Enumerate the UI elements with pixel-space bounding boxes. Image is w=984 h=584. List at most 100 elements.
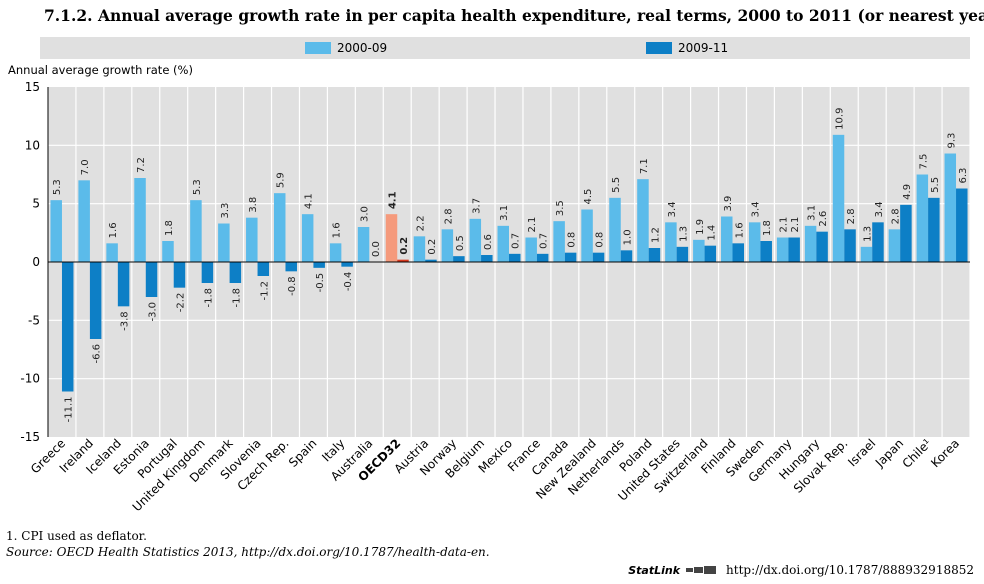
bar-series2 xyxy=(61,262,74,392)
bar-series1 xyxy=(832,134,845,262)
bar-series1 xyxy=(525,237,537,262)
data-label: 0.0 xyxy=(371,241,382,257)
source-note: Source: OECD Health Statistics 2013, htt… xyxy=(6,545,490,559)
y-tick-label: 0 xyxy=(32,255,40,269)
bar-series2 xyxy=(453,256,465,262)
bar-series2 xyxy=(145,262,158,297)
data-label: 1.3 xyxy=(678,226,689,242)
bar-series2 xyxy=(592,252,605,262)
bar-series1 xyxy=(190,200,202,262)
data-label: -1.2 xyxy=(259,281,270,301)
data-label: 0.2 xyxy=(399,237,410,255)
data-label: 1.0 xyxy=(623,229,634,245)
y-tick-label: -5 xyxy=(28,313,40,327)
data-label: -2.2 xyxy=(175,293,186,313)
legend-swatch-series1 xyxy=(305,42,331,54)
bar-series2 xyxy=(201,262,214,283)
data-label: -6.6 xyxy=(92,344,103,364)
y-tick-label: 5 xyxy=(32,197,40,211)
source-label: Source: xyxy=(6,545,53,559)
bar-series2 xyxy=(676,246,689,262)
y-tick-label: -10 xyxy=(20,372,40,386)
data-label: 0.8 xyxy=(595,232,606,248)
x-tick-label: Chile¹ xyxy=(900,436,935,471)
data-label: 3.4 xyxy=(751,201,762,217)
bar-series1 xyxy=(804,225,817,262)
bar-series2 xyxy=(313,262,325,268)
data-label: 7.5 xyxy=(918,154,929,170)
bar-series1 xyxy=(581,209,593,262)
bar-series2 xyxy=(760,241,772,262)
bar-series1 xyxy=(609,197,621,262)
data-label: -3.8 xyxy=(120,311,131,331)
data-label: 2.1 xyxy=(790,217,801,233)
bar-series1 xyxy=(301,214,314,262)
bar-series2 xyxy=(956,188,968,262)
data-label: 2.8 xyxy=(846,208,857,224)
data-label: 4.9 xyxy=(902,184,913,200)
bar-series2 xyxy=(397,259,409,262)
statlink-url[interactable]: http://dx.doi.org/10.1787/888932918852 xyxy=(726,563,974,577)
data-label: 5.3 xyxy=(192,179,203,195)
bar-series1 xyxy=(469,218,482,262)
bar-series2 xyxy=(117,262,130,307)
data-label: 5.3 xyxy=(52,179,63,195)
data-label: -0.5 xyxy=(315,273,326,293)
data-label: 1.3 xyxy=(862,226,873,242)
bar-series1 xyxy=(497,225,509,262)
bar-series1 xyxy=(134,178,146,262)
bar-series1 xyxy=(106,243,118,262)
bar-series1 xyxy=(246,217,258,262)
bar-series1 xyxy=(665,222,677,262)
bar-series2 xyxy=(257,262,270,276)
data-label: 1.8 xyxy=(164,220,175,236)
bar-series2 xyxy=(341,262,353,267)
data-label: -0.4 xyxy=(343,272,354,292)
source-text: OECD Health Statistics 2013, http://dx.d… xyxy=(56,545,490,559)
legend: 2000-09 2009-11 xyxy=(40,37,970,59)
footnote: 1. CPI used as deflator. xyxy=(6,529,147,543)
bar-series1 xyxy=(162,241,174,262)
data-label: 1.6 xyxy=(332,222,343,238)
legend-item-series2: 2009-11 xyxy=(646,37,728,59)
bar-series1 xyxy=(748,222,761,262)
bar-series1 xyxy=(916,174,929,262)
data-label: 0.2 xyxy=(427,239,438,255)
data-label: 7.0 xyxy=(80,159,91,175)
data-label: 7.2 xyxy=(136,157,147,173)
data-label: 3.9 xyxy=(723,196,734,212)
data-label: 9.3 xyxy=(946,133,957,149)
bar-series2 xyxy=(704,245,717,262)
x-tick-label: Israel xyxy=(845,436,878,469)
data-label: -1.8 xyxy=(231,288,242,308)
data-label: 4.1 xyxy=(387,191,398,209)
bar-series2 xyxy=(816,231,828,262)
data-label: 0.7 xyxy=(511,233,522,249)
bar-series2 xyxy=(648,248,661,262)
data-label: 4.1 xyxy=(304,193,315,209)
legend-label-series1: 2000-09 xyxy=(337,41,388,55)
data-label: 3.8 xyxy=(248,197,259,213)
data-label: 0.6 xyxy=(483,234,494,250)
bar-series1 xyxy=(413,236,426,262)
data-label: 3.7 xyxy=(471,198,482,214)
bar-series2 xyxy=(732,243,745,262)
y-tick-label: 15 xyxy=(25,80,40,94)
bar-series1 xyxy=(888,229,901,262)
data-label: 3.0 xyxy=(360,206,371,222)
bar-series2 xyxy=(788,237,800,262)
bar-series1 xyxy=(357,227,370,262)
data-label: 3.1 xyxy=(499,205,510,221)
data-label: -1.8 xyxy=(203,288,214,308)
legend-swatch-series2 xyxy=(646,42,672,54)
bar-series1 xyxy=(637,179,649,262)
data-label: 5.5 xyxy=(611,177,622,193)
bar-series1 xyxy=(78,180,90,262)
statlink-logo-icon xyxy=(686,566,717,574)
data-label: 3.4 xyxy=(667,201,678,217)
bar-series1 xyxy=(776,237,789,262)
data-label: 3.4 xyxy=(874,201,885,217)
bar-series1 xyxy=(693,239,705,262)
bar-series1 xyxy=(50,200,62,262)
bar-series1 xyxy=(553,221,565,262)
